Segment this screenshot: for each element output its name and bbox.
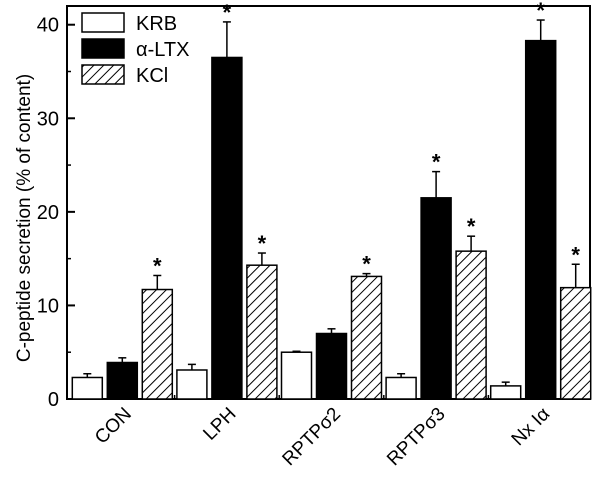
y-axis: 0 10 20 30 40 bbox=[37, 15, 75, 411]
y-tick-label: 10 bbox=[37, 295, 59, 317]
category-label: Nx Iα bbox=[508, 404, 555, 451]
bar-white-2 bbox=[280, 351, 313, 400]
y-tick-label: 20 bbox=[37, 202, 59, 224]
legend-swatch-hatch bbox=[81, 64, 125, 85]
legend: KRB α-LTX KCl bbox=[81, 12, 189, 87]
bar-black-3 bbox=[420, 197, 452, 400]
legend-swatch-white bbox=[81, 12, 125, 33]
significance-star: * bbox=[467, 214, 476, 239]
legend-swatch-black bbox=[81, 38, 125, 59]
significance-star: * bbox=[571, 242, 580, 267]
y-tick-label: 40 bbox=[37, 15, 59, 37]
bar-hatch-2 bbox=[350, 275, 383, 400]
significance-star: * bbox=[153, 253, 162, 278]
bar-hatch-0 bbox=[141, 288, 174, 400]
bar-white-1 bbox=[176, 369, 208, 400]
legend-label: KCl bbox=[136, 65, 168, 87]
category-label: RPTPσ2 bbox=[279, 404, 345, 470]
significance-star: * bbox=[432, 150, 441, 175]
bar-black-2 bbox=[315, 332, 348, 400]
legend-label: KRB bbox=[136, 13, 177, 35]
significance-star: * bbox=[223, 0, 232, 25]
bar-hatch-3 bbox=[455, 250, 487, 400]
significance-star: * bbox=[362, 252, 371, 277]
significance-star: * bbox=[258, 231, 267, 256]
bar-hatch-4 bbox=[559, 286, 592, 400]
y-tick-label: 0 bbox=[48, 389, 59, 411]
category-label: CON bbox=[91, 404, 136, 449]
legend-label: α-LTX bbox=[136, 39, 189, 61]
bar-white-3 bbox=[385, 376, 417, 400]
bar-white-0 bbox=[71, 376, 104, 400]
significance-star: * bbox=[536, 0, 545, 23]
category-label: LPH bbox=[199, 404, 240, 445]
bar-black-1 bbox=[211, 56, 243, 400]
y-tick-label: 30 bbox=[37, 108, 59, 130]
category-label: RPTPσ3 bbox=[383, 404, 449, 470]
bar-white-4 bbox=[489, 385, 522, 400]
bar-black-4 bbox=[524, 39, 557, 400]
bars: * * * * * * * * bbox=[71, 0, 592, 400]
y-axis-title: C-peptide secretion (% of content) bbox=[14, 74, 35, 362]
x-axis: CON LPH RPTPσ2 RPTPσ3 Nx Iα bbox=[91, 391, 554, 470]
bar-hatch-1 bbox=[246, 264, 278, 400]
